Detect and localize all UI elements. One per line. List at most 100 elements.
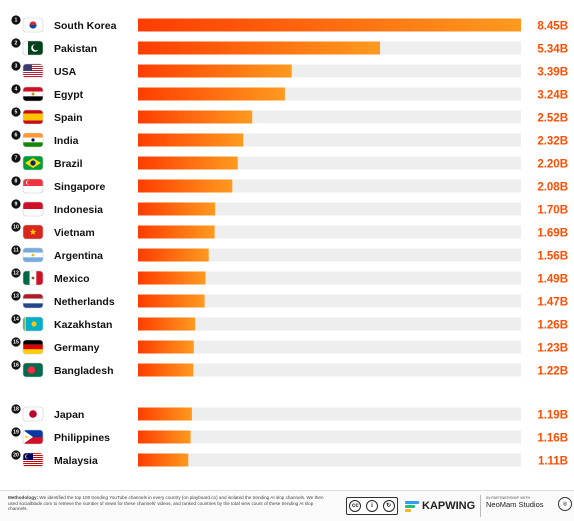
spain-flag-icon xyxy=(22,109,44,125)
methodology-note: Methodology: We identified the top 100 t… xyxy=(8,495,328,512)
bar-row: 3 USA 3.39B xyxy=(11,61,568,79)
globe-icon: ◎ xyxy=(558,497,572,511)
bar xyxy=(138,156,238,170)
south-korea-flag-icon-border xyxy=(22,17,44,33)
country-label: Kazakhstan xyxy=(54,319,112,331)
country-label: Japan xyxy=(54,409,84,421)
bar xyxy=(138,317,196,331)
bar-row: 4 Egypt 3.24B xyxy=(11,84,568,102)
rank-label: 14 xyxy=(13,317,19,323)
country-label: Bangladesh xyxy=(54,365,114,377)
bar-track xyxy=(138,202,521,216)
bar-row: 15 Germany 1.23B xyxy=(11,337,568,355)
argentina-flag-icon-border xyxy=(22,247,44,263)
brazil-flag-icon-border xyxy=(22,155,44,171)
brazil-flag-icon xyxy=(22,155,44,171)
bar xyxy=(138,363,194,377)
bar-track xyxy=(138,407,521,421)
bar xyxy=(138,430,191,444)
indonesia-flag-icon xyxy=(22,201,44,217)
country-label: Singapore xyxy=(54,181,106,193)
bar xyxy=(138,225,215,239)
vietnam-flag-icon-border xyxy=(22,224,44,240)
rank-label: 8 xyxy=(15,179,18,185)
bar-row: 2 Pakistan 5.34B xyxy=(11,38,568,56)
rank-badge xyxy=(11,84,21,94)
rank-badge xyxy=(11,130,21,140)
germany-flag-icon-border xyxy=(22,339,44,355)
bar xyxy=(138,64,292,78)
kazakhstan-flag-icon xyxy=(22,316,44,332)
value-label: 1.19B xyxy=(537,410,568,422)
bar-row: 1 South Korea 8.45B xyxy=(11,15,568,33)
bar-track xyxy=(138,271,521,285)
rank-label: 19 xyxy=(13,430,19,436)
value-label: 1.22B xyxy=(537,366,568,378)
value-label: 1.16B xyxy=(537,433,568,445)
south-korea-flag-icon xyxy=(22,17,44,33)
egypt-flag-icon xyxy=(22,86,44,102)
rank-label: 3 xyxy=(15,64,18,70)
rank-label: 11 xyxy=(13,248,19,254)
bar xyxy=(138,179,233,193)
rank-badge xyxy=(11,291,21,301)
rank-badge xyxy=(11,427,21,437)
partner-label: IN PARTNERSHIP WITH xyxy=(486,495,531,500)
india-flag-icon xyxy=(22,132,44,148)
rank-label: 20 xyxy=(13,453,19,459)
cc-icon: cc xyxy=(349,500,362,512)
kapwing-logo: KAPWING xyxy=(405,499,475,513)
singapore-flag-icon-border xyxy=(22,178,44,194)
footer-divider xyxy=(480,495,481,517)
bangladesh-flag-icon xyxy=(22,362,44,378)
license-badge: cc i ↻ xyxy=(346,497,398,515)
netherlands-flag-icon xyxy=(22,293,44,309)
methodology-label: Methodology: xyxy=(8,495,39,500)
bar-row: 5 Spain 2.52B xyxy=(11,107,568,125)
rank-label: 7 xyxy=(15,156,18,162)
value-label: 5.34B xyxy=(537,44,568,56)
pakistan-flag-icon-border xyxy=(22,40,44,56)
rank-badge xyxy=(11,450,21,460)
malaysia-flag-icon xyxy=(22,452,44,468)
value-label: 1.56B xyxy=(537,251,568,263)
methodology-text: We identified the top 100 trending YouTu… xyxy=(8,495,324,512)
rank-label: 13 xyxy=(13,294,19,300)
value-label: 1.26B xyxy=(537,320,568,332)
rank-label: 18 xyxy=(13,407,19,413)
rank-label: 4 xyxy=(15,87,18,93)
bar-track xyxy=(138,294,521,308)
pakistan-flag-icon xyxy=(22,40,44,56)
bar xyxy=(138,110,253,124)
rank-label: 5 xyxy=(15,110,18,116)
value-label: 2.52B xyxy=(537,113,568,125)
bar xyxy=(138,87,285,101)
bar xyxy=(138,271,206,285)
rank-badge xyxy=(11,61,21,71)
egypt-flag-icon-border xyxy=(22,86,44,102)
rank-badge xyxy=(11,245,21,255)
value-label: 1.11B xyxy=(538,456,568,468)
value-label: 1.47B xyxy=(537,297,568,309)
share-alike-icon: ↻ xyxy=(382,500,395,512)
rank-label: 12 xyxy=(13,271,19,277)
kapwing-icon xyxy=(405,501,419,512)
vietnam-flag-icon xyxy=(22,224,44,240)
partner-block: IN PARTNERSHIP WITH NeoMam Studios xyxy=(486,495,556,510)
kazakhstan-flag-icon-border xyxy=(22,316,44,332)
bar xyxy=(138,248,209,262)
rank-badge xyxy=(11,153,21,163)
rank-badge xyxy=(11,314,21,324)
country-label: Mexico xyxy=(54,273,90,285)
bar-row: 7 Brazil 2.20B xyxy=(11,153,568,171)
singapore-flag-icon xyxy=(22,178,44,194)
bar-track xyxy=(138,317,521,331)
bar-row: 10 Vietnam 1.69B xyxy=(11,222,568,240)
country-label: Vietnam xyxy=(54,227,95,239)
bar xyxy=(138,202,216,216)
bar xyxy=(138,41,380,55)
indonesia-flag-icon-border xyxy=(22,201,44,217)
value-label: 8.45B xyxy=(537,21,568,33)
rank-label: 6 xyxy=(15,133,18,139)
country-label: India xyxy=(54,135,79,147)
